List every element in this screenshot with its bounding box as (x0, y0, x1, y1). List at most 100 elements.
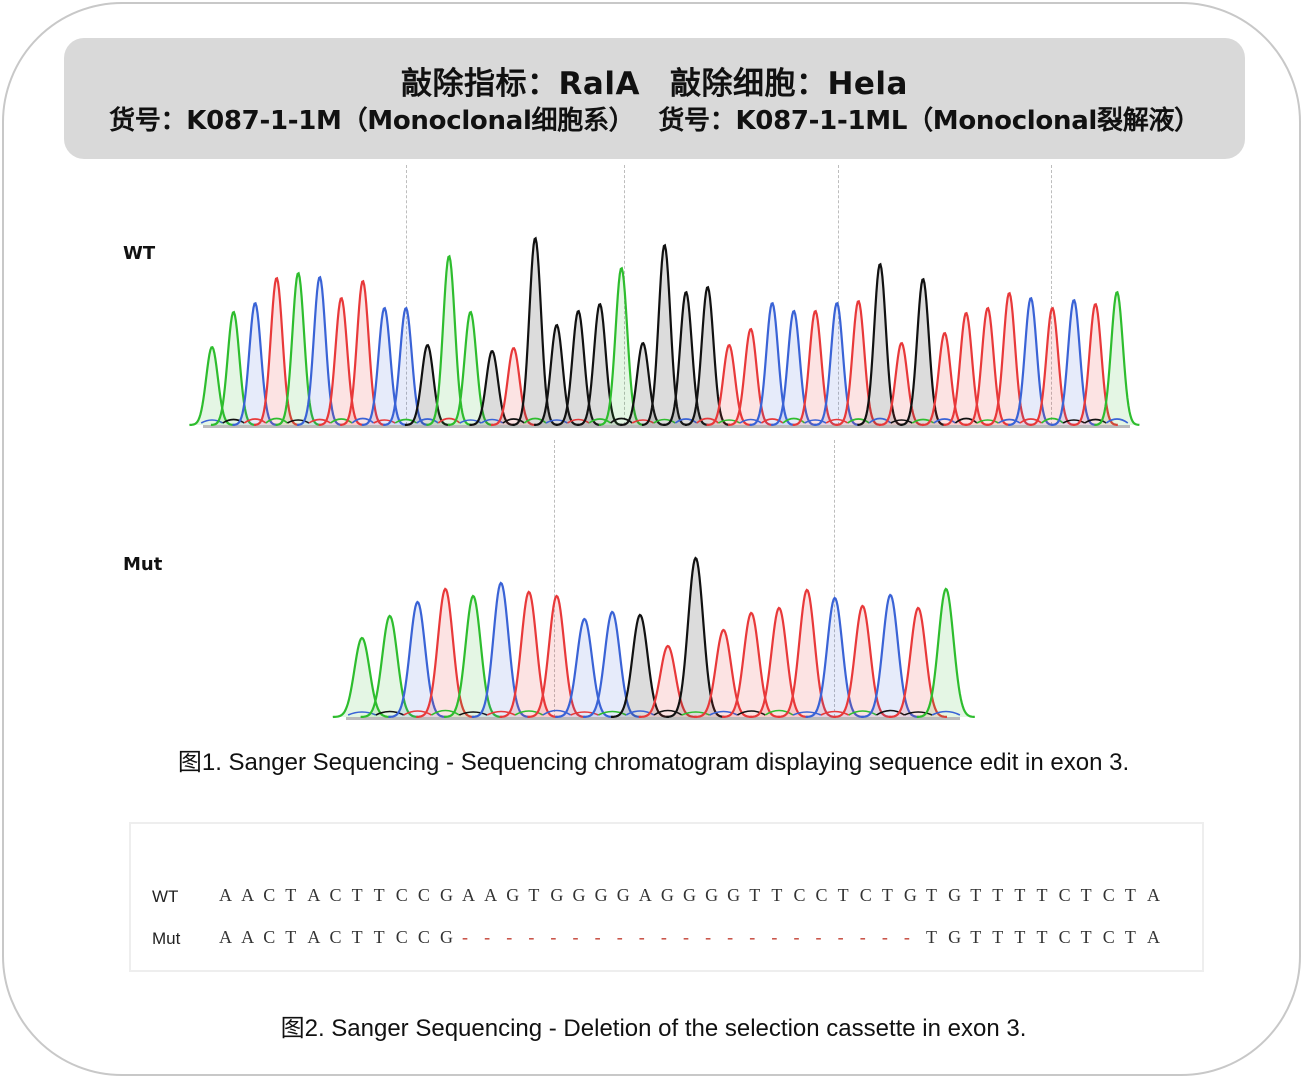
base-char: G (506, 885, 520, 905)
gap-char: - (682, 927, 689, 947)
base-char: G (948, 885, 962, 905)
base-char: A (219, 885, 232, 905)
guide-line (838, 165, 839, 425)
guide-line (834, 440, 835, 717)
knockout-target: 敲除指标：RalA (401, 66, 640, 102)
base-char: C (417, 885, 430, 905)
base-char: C (329, 885, 342, 905)
gap-char: - (594, 927, 601, 947)
base-char: C (329, 927, 342, 947)
gap-char: - (881, 927, 888, 947)
base-char: T (1036, 927, 1048, 947)
catalog-lysate: 货号：K087-1-1ML（Monoclonal裂解液） (658, 106, 1200, 136)
gap-char: - (506, 927, 513, 947)
base-char: T (970, 927, 982, 947)
base-char: G (572, 885, 586, 905)
base-char: A (638, 885, 652, 905)
gap-char: - (462, 927, 469, 947)
gap-char: - (815, 927, 822, 947)
base-char: G (550, 885, 564, 905)
base-char: T (285, 885, 297, 905)
guide-line (554, 440, 555, 717)
base-char: A (1146, 927, 1160, 947)
base-char: C (417, 927, 430, 947)
base-char: T (771, 885, 783, 905)
guide-line (406, 165, 407, 425)
base-char: A (462, 885, 476, 905)
figure-2-caption: 图2. Sanger Sequencing - Deletion of the … (280, 1015, 1027, 1042)
base-char: T (1124, 927, 1136, 947)
header-banner: 敲除指标：RalA 敲除细胞：Hela 货号：K087-1-1M（Monoclon… (64, 38, 1245, 159)
base-char: G (616, 885, 630, 905)
base-char: G (727, 885, 741, 905)
base-char: A (241, 885, 255, 905)
base-char: A (219, 927, 232, 947)
base-char: A (484, 885, 498, 905)
base-char: C (263, 927, 276, 947)
base-char: G (682, 885, 696, 905)
base-char: T (992, 927, 1004, 947)
base-char: G (439, 885, 453, 905)
gap-char: - (793, 927, 800, 947)
gap-char: - (550, 927, 557, 947)
gap-char: - (837, 927, 844, 947)
base-char: G (903, 885, 917, 905)
base-char: T (1036, 885, 1048, 905)
base-char: T (1014, 927, 1026, 947)
alignment-label-mut: Mut (152, 929, 181, 948)
base-char: T (1080, 885, 1092, 905)
gap-char: - (660, 927, 667, 947)
mut-trace-label: Mut (123, 554, 163, 575)
base-char: G (594, 885, 608, 905)
gap-char: - (749, 927, 756, 947)
header-title: 敲除指标：RalA 敲除细胞：Hela (64, 58, 1245, 103)
base-char: T (970, 885, 982, 905)
guide-line (1051, 165, 1052, 425)
base-char: C (395, 927, 408, 947)
alignment-label-wt: WT (152, 887, 179, 906)
gap-char: - (705, 927, 712, 947)
base-char: G (948, 927, 962, 947)
gap-char: - (771, 927, 778, 947)
wt-chromatogram (189, 236, 1140, 428)
base-char: T (992, 885, 1004, 905)
base-char: A (307, 885, 321, 905)
base-char: C (815, 885, 828, 905)
figure-1-caption: 图1. Sanger Sequencing - Sequencing chrom… (177, 749, 1130, 776)
base-char: C (793, 885, 806, 905)
mut-chromatogram (332, 556, 975, 720)
gap-char: - (616, 927, 623, 947)
gap-char: - (859, 927, 866, 947)
gap-char: - (528, 927, 535, 947)
base-char: T (351, 885, 363, 905)
base-char: C (1058, 927, 1071, 947)
gap-char: - (903, 927, 910, 947)
base-char: C (1102, 885, 1115, 905)
base-char: G (705, 885, 719, 905)
base-char: T (926, 927, 937, 947)
base-char: A (241, 927, 255, 947)
base-char: C (263, 885, 276, 905)
base-char: A (1146, 885, 1160, 905)
base-char: T (749, 885, 761, 905)
gap-char: - (572, 927, 579, 947)
base-char: A (307, 927, 321, 947)
wt-trace-label: WT (123, 243, 156, 264)
base-char: T (285, 927, 297, 947)
base-char: C (395, 885, 408, 905)
base-char: T (373, 885, 385, 905)
base-char: T (1014, 885, 1026, 905)
base-char: T (373, 927, 385, 947)
base-char: T (528, 885, 540, 905)
header-catalog: 货号：K087-1-1M（Monoclonal细胞系） 货号：K087-1-1ML… (64, 100, 1245, 137)
base-char: T (1124, 885, 1136, 905)
catalog-cell-line: 货号：K087-1-1M（Monoclonal细胞系） (109, 106, 635, 136)
base-char: T (926, 885, 937, 905)
base-char: T (1080, 927, 1092, 947)
base-char: G (439, 927, 453, 947)
base-char: G (660, 885, 674, 905)
